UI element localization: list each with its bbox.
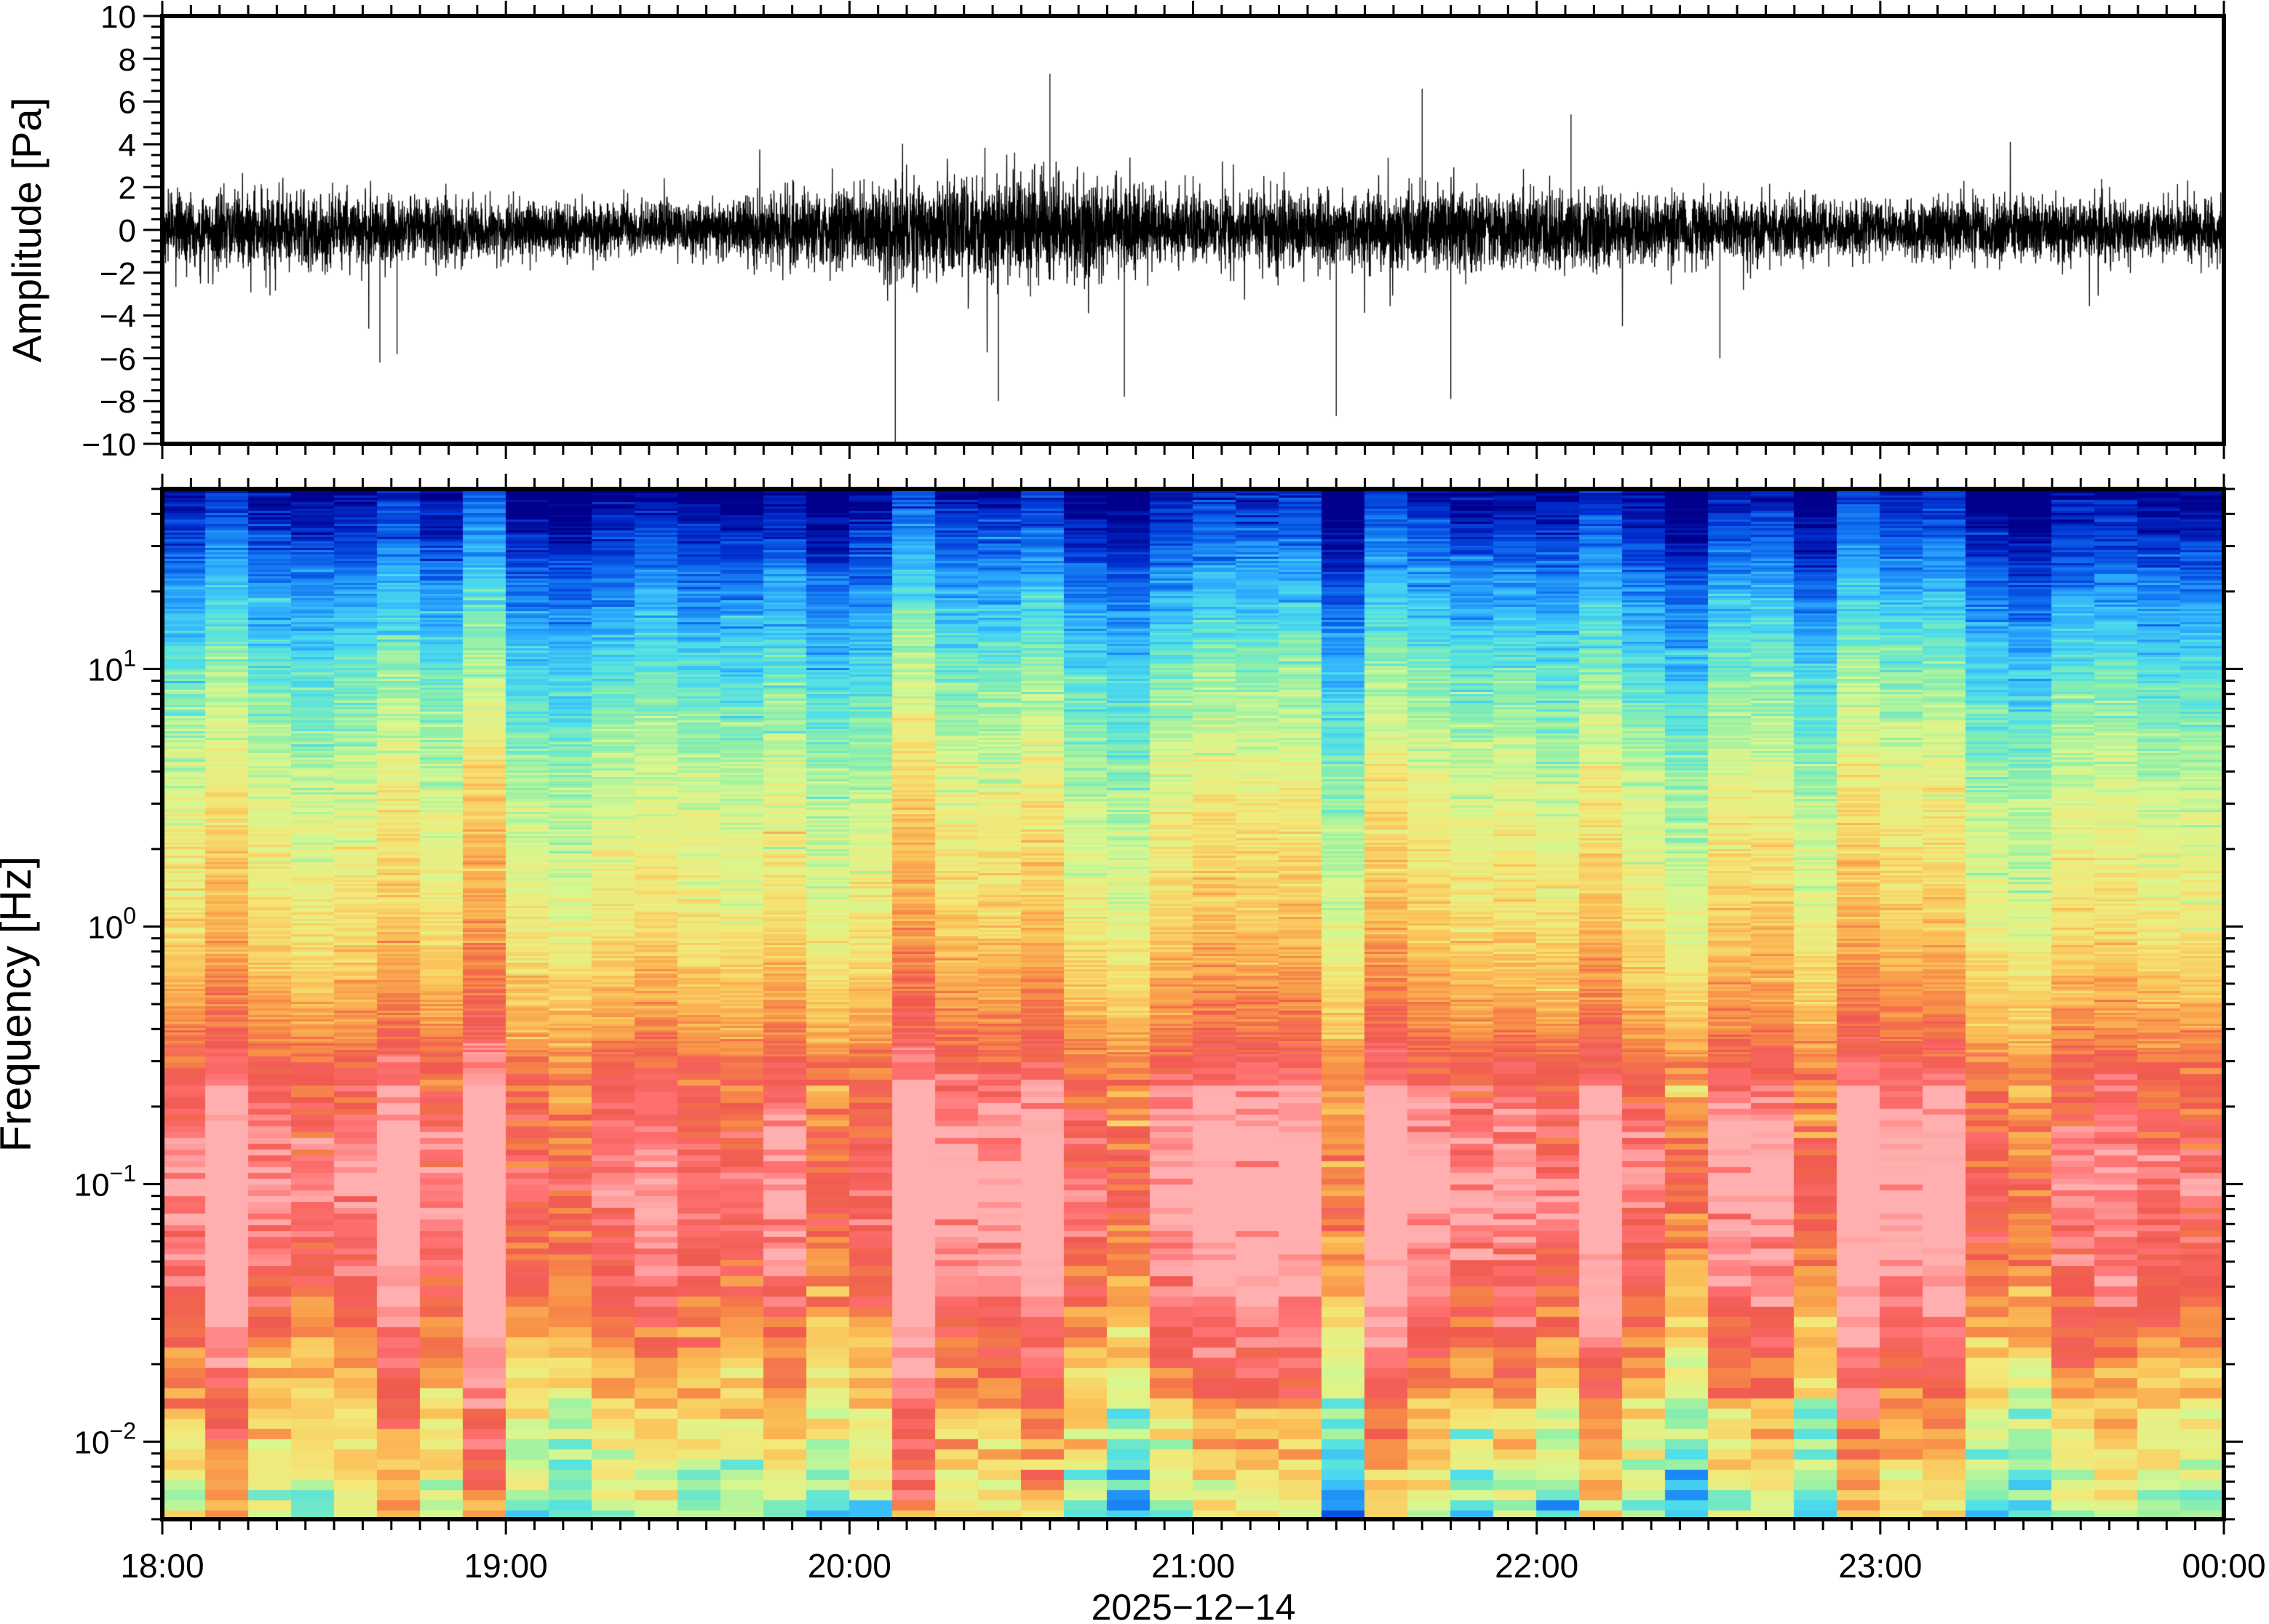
amplitude-tick-label: 8 xyxy=(119,42,136,78)
tick-base: 10 xyxy=(74,1425,110,1460)
tick-exponent: 1 xyxy=(123,645,136,671)
frequency-tick-label: 10−2 xyxy=(74,1417,136,1460)
x-tick-label: 20:00 xyxy=(808,1547,891,1585)
x-tick-label: 22:00 xyxy=(1495,1547,1578,1585)
amplitude-tick-label: −10 xyxy=(82,427,136,463)
waveform-trace xyxy=(162,16,2224,444)
x-tick-label: 21:00 xyxy=(1151,1547,1235,1585)
frequency-tick-label: 100 xyxy=(87,902,136,945)
amplitude-tick-label: −4 xyxy=(100,299,136,335)
amplitude-tick-label: −6 xyxy=(100,341,136,377)
amplitude-axis-label: Amplitude [Pa] xyxy=(4,97,49,362)
tick-exponent: −1 xyxy=(110,1160,136,1186)
amplitude-tick-label: 4 xyxy=(119,127,136,163)
amplitude-tick-label: −8 xyxy=(100,384,136,420)
amplitude-tick-label: 0 xyxy=(119,213,136,249)
tick-exponent: −2 xyxy=(110,1417,136,1444)
spectrogram-image xyxy=(162,489,2224,1519)
plot-frame xyxy=(160,487,2226,1521)
waveform-axes: 10 8 6 4 2 0 −2 −4 −6 −8 −10 xyxy=(82,0,2226,463)
x-tick-label: 18:00 xyxy=(120,1547,204,1585)
x-tick-label: 00:00 xyxy=(2182,1547,2265,1585)
amplitude-tick-label: 6 xyxy=(119,85,136,121)
plot-frame xyxy=(160,14,2226,446)
spectrogram-axes: 18:00 19:00 20:00 21:00 22:00 23:00 00:0010110… xyxy=(74,474,2266,1585)
frequency-axis-label: Frequency [Hz] xyxy=(0,856,40,1153)
amplitude-tick-label: 2 xyxy=(119,170,136,206)
frequency-tick-label: 10−1 xyxy=(74,1160,136,1203)
tick-base: 10 xyxy=(87,909,123,945)
tick-exponent: 0 xyxy=(123,902,136,928)
x-tick-label: 19:00 xyxy=(464,1547,548,1585)
tick-base: 10 xyxy=(87,652,123,688)
date-axis-label: 2025−12−14 xyxy=(1092,1587,1296,1624)
tick-base: 10 xyxy=(74,1167,110,1203)
amplitude-tick-label: 10 xyxy=(100,0,136,35)
amplitude-tick-label: −2 xyxy=(100,256,136,292)
x-tick-label: 23:00 xyxy=(1838,1547,1922,1585)
frequency-tick-label: 101 xyxy=(87,645,136,688)
